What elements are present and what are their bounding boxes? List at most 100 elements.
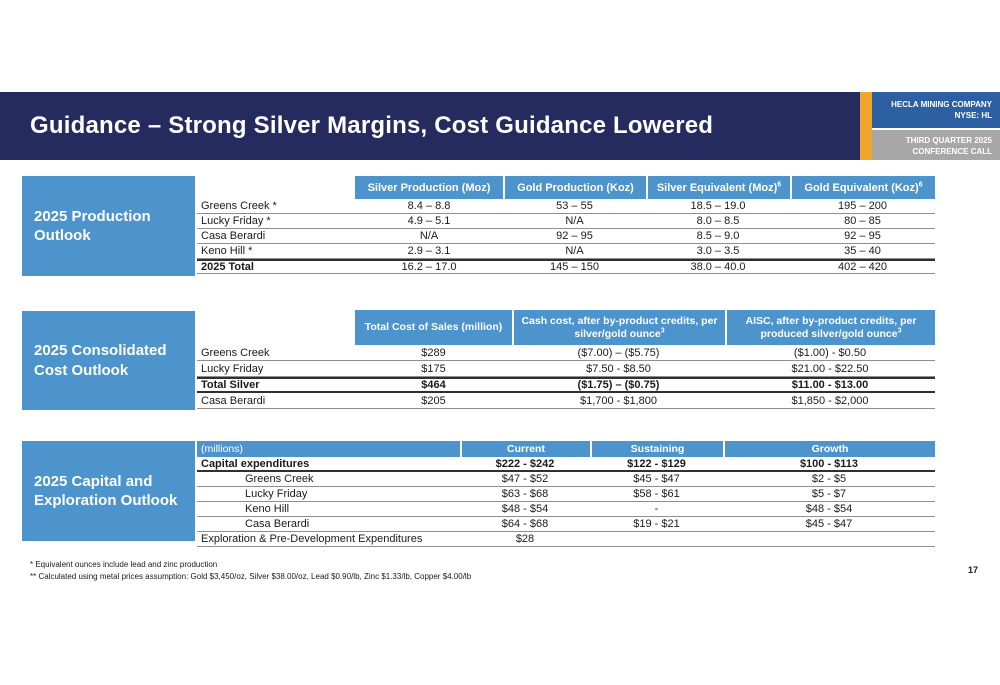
cell-value: $100 - $113 [723, 457, 935, 472]
cell-value: 92 – 95 [503, 229, 646, 244]
column-header: Gold Production (Koz) [503, 176, 646, 199]
call-quarter: THIRD QUARTER 2025 [905, 136, 992, 145]
column-header: (millions) [197, 441, 460, 457]
cell-value: $19 - $21 [590, 517, 723, 532]
column-header: Gold Equivalent (Koz)6 [790, 176, 935, 199]
cell-value: 18.5 – 19.0 [646, 199, 790, 214]
table-row: Casa Berardi $205 $1,700 - $1,800 $1,850… [197, 393, 935, 409]
cell-value: 8.4 – 8.8 [355, 199, 503, 214]
row-label: 2025 Total [197, 259, 355, 274]
cell-value: $11.00 - $13.00 [725, 377, 935, 393]
cell-value: 92 – 95 [790, 229, 935, 244]
footnote-line: ** Calculated using metal prices assumpt… [30, 572, 472, 581]
column-header: Current [460, 441, 590, 457]
row-label: Keno Hill [197, 502, 460, 517]
table-row: Casa Berardi $64 - $68 $19 - $21 $45 - $… [197, 517, 935, 532]
row-label: Greens Creek * [197, 199, 355, 214]
header-spacer [197, 176, 355, 199]
cell-value: $464 [355, 377, 512, 393]
table-row: Greens Creek * 8.4 – 8.8 53 – 55 18.5 – … [197, 199, 935, 214]
title-band: Guidance – Strong Silver Margins, Cost G… [0, 92, 862, 160]
cell-value: $1,850 - $2,000 [725, 393, 935, 409]
cell-value: 53 – 55 [503, 199, 646, 214]
table-row: Exploration & Pre-Development Expenditur… [197, 532, 935, 547]
cell-value: $122 - $129 [590, 457, 723, 472]
company-box: HECLA MINING COMPANY NYSE: HL [872, 92, 1000, 128]
table-row: Lucky Friday $175 $7.50 - $8.50 $21.00 -… [197, 361, 935, 377]
cell-value: 8.5 – 9.0 [646, 229, 790, 244]
row-label: Exploration & Pre-Development Expenditur… [197, 532, 460, 547]
cell-value: $63 - $68 [460, 487, 590, 502]
row-label: Lucky Friday [197, 487, 460, 502]
production-table: Silver Production (Moz) Gold Production … [197, 176, 935, 274]
cell-value: ($1.00) - $0.50 [725, 345, 935, 361]
cell-value: N/A [503, 244, 646, 259]
table-header-row: (millions) Current Sustaining Growth [197, 441, 935, 457]
cell-value: $28 [460, 532, 590, 547]
cell-value: $47 - $52 [460, 472, 590, 487]
footnote-line: * Equivalent ounces include lead and zin… [30, 560, 218, 569]
row-label: Casa Berardi [197, 393, 355, 409]
column-header: Sustaining [590, 441, 723, 457]
page-title: Guidance – Strong Silver Margins, Cost G… [30, 112, 714, 139]
column-header: AISC, after by-product credits, per prod… [725, 310, 935, 345]
table-total-row: Total Silver $464 ($1.75) – ($0.75) $11.… [197, 377, 935, 393]
table-row: Lucky Friday * 4.9 – 5.1 N/A 8.0 – 8.5 8… [197, 214, 935, 229]
company-ticker: NYSE: HL [954, 111, 992, 121]
table-total-row: 2025 Total 16.2 – 17.0 145 – 150 38.0 – … [197, 259, 935, 274]
cell-value: 3.0 – 3.5 [646, 244, 790, 259]
cell-value: $45 - $47 [723, 517, 935, 532]
table-header-row: Total Cost of Sales (million) Cash cost,… [197, 310, 935, 345]
cell-value: 145 – 150 [503, 259, 646, 274]
cell-value: 195 – 200 [790, 199, 935, 214]
column-header: Growth [723, 441, 935, 457]
section-label-capital: 2025 Capital and Exploration Outlook [22, 441, 195, 541]
company-name: HECLA MINING COMPANY [891, 100, 992, 109]
row-label: Lucky Friday [197, 361, 355, 377]
cell-value: $5 - $7 [723, 487, 935, 502]
cell-value: 80 – 85 [790, 214, 935, 229]
cell-value: 38.0 – 40.0 [646, 259, 790, 274]
row-label: Greens Creek [197, 345, 355, 361]
cost-table: Total Cost of Sales (million) Cash cost,… [197, 310, 935, 409]
cell-value: 2.9 – 3.1 [355, 244, 503, 259]
row-label: Total Silver [197, 377, 355, 393]
table-row: Keno Hill $48 - $54 - $48 - $54 [197, 502, 935, 517]
cell-value: 16.2 – 17.0 [355, 259, 503, 274]
row-label: Casa Berardi [197, 517, 460, 532]
footnotes: * Equivalent ounces include lead and zin… [30, 559, 471, 583]
table-row: Casa Berardi N/A 92 – 95 8.5 – 9.0 92 – … [197, 229, 935, 244]
cell-value: - [590, 502, 723, 517]
cell-value: 402 – 420 [790, 259, 935, 274]
cell-value: $205 [355, 393, 512, 409]
page-number: 17 [967, 565, 978, 575]
cell-value: ($1.75) – ($0.75) [512, 377, 725, 393]
table-header-row: Silver Production (Moz) Gold Production … [197, 176, 935, 199]
cell-value: $48 - $54 [723, 502, 935, 517]
row-label: Casa Berardi [197, 229, 355, 244]
cell-value: $222 - $242 [460, 457, 590, 472]
cell-value: $21.00 - $22.50 [725, 361, 935, 377]
section-label-cost: 2025 Consolidated Cost Outlook [22, 311, 195, 410]
cell-value: N/A [503, 214, 646, 229]
cell-value: 4.9 – 5.1 [355, 214, 503, 229]
cell-value: $175 [355, 361, 512, 377]
cell-value: $58 - $61 [590, 487, 723, 502]
cell-value: 8.0 – 8.5 [646, 214, 790, 229]
call-label: CONFERENCE CALL [912, 147, 992, 157]
accent-stripe [860, 92, 872, 160]
cell-value: $2 - $5 [723, 472, 935, 487]
cell-value: 35 – 40 [790, 244, 935, 259]
table-row: Greens Creek $47 - $52 $45 - $47 $2 - $5 [197, 472, 935, 487]
table-row: Greens Creek $289 ($7.00) – ($5.75) ($1.… [197, 345, 935, 361]
row-label: Greens Creek [197, 472, 460, 487]
column-header: Silver Production (Moz) [355, 176, 503, 199]
column-header: Total Cost of Sales (million) [355, 310, 512, 345]
cell-value: ($7.00) – ($5.75) [512, 345, 725, 361]
cell-value: $7.50 - $8.50 [512, 361, 725, 377]
cell-value: N/A [355, 229, 503, 244]
cell-value: $289 [355, 345, 512, 361]
conference-call-box: THIRD QUARTER 2025 CONFERENCE CALL [872, 130, 1000, 160]
cell-value: $48 - $54 [460, 502, 590, 517]
